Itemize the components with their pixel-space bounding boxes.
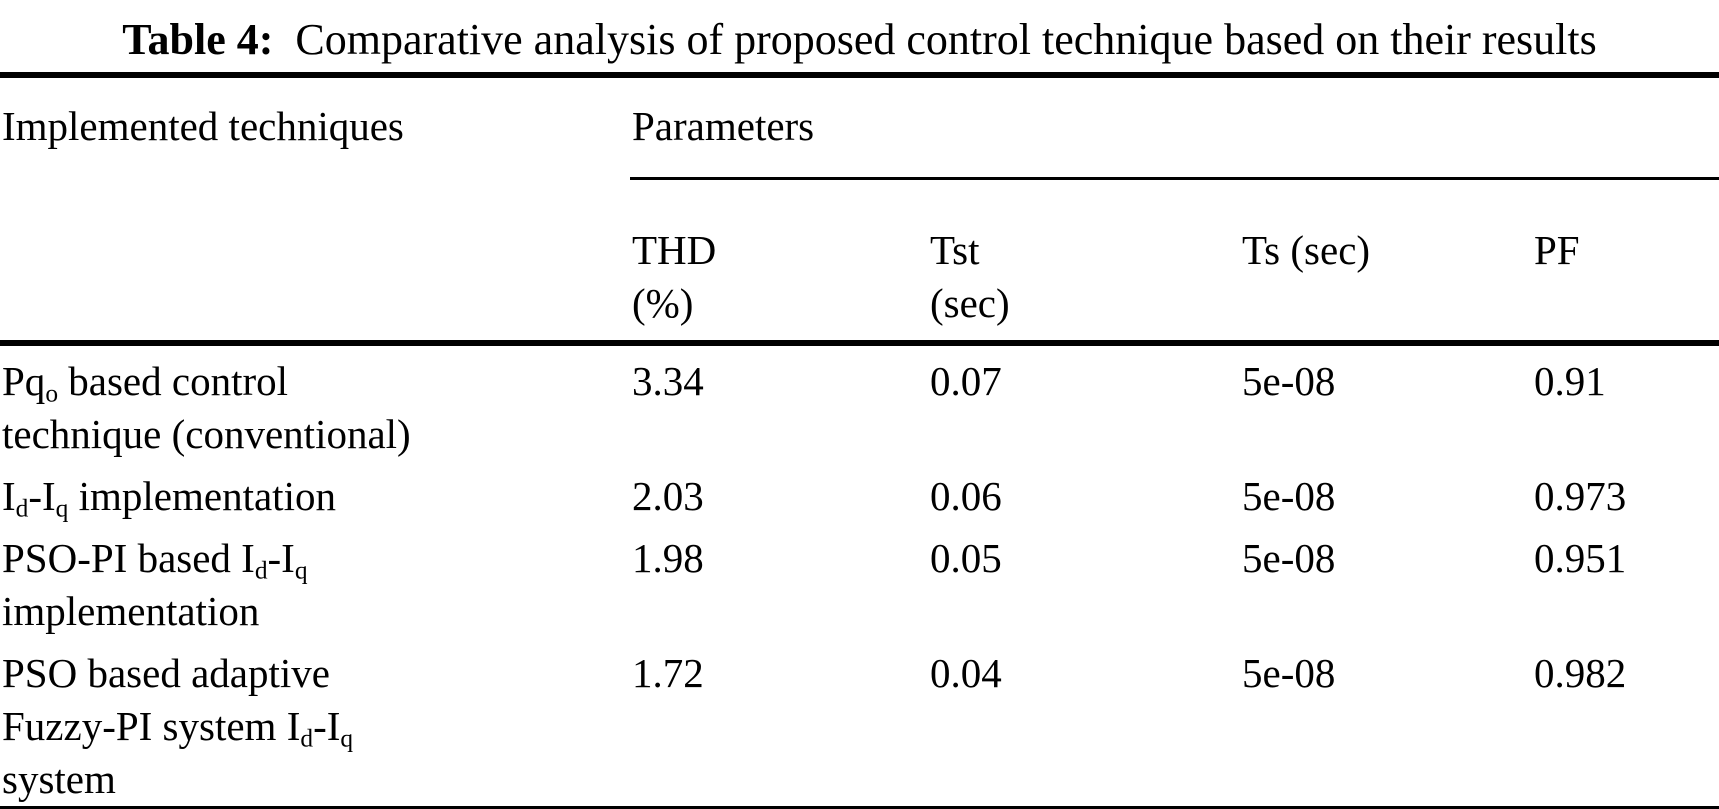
thd-value: 3.34 xyxy=(632,358,704,404)
tst-value: 0.04 xyxy=(930,650,1002,696)
group-header-row: Implemented techniques Parameters xyxy=(0,78,1719,180)
thd-value: 1.72 xyxy=(632,650,704,696)
ts-value: 5e-08 xyxy=(1242,650,1336,696)
table-row: PSO based adaptive Fuzzy-PI system Id-Iq s… xyxy=(0,638,1719,806)
tst-value: 0.07 xyxy=(930,358,1002,404)
technique-cell: Pqo based control technique (conventional… xyxy=(2,358,411,457)
group-header-parameters: Parameters xyxy=(630,78,1719,180)
table-row: Pqo based control technique (conventional… xyxy=(0,346,1719,461)
pf-value: 0.973 xyxy=(1534,473,1627,519)
technique-cell: PSO based adaptive Fuzzy-PI system Id-Iq s… xyxy=(2,650,354,802)
pf-value: 0.91 xyxy=(1534,358,1606,404)
column-header-pf: PF xyxy=(1534,227,1580,273)
column-header-ts: Ts (sec) xyxy=(1242,227,1371,273)
column-header-tst: Tst (sec) xyxy=(930,227,1010,326)
column-header-spacer xyxy=(0,180,630,340)
table-caption-label: Table 4: xyxy=(122,15,274,64)
thd-value: 2.03 xyxy=(632,473,704,519)
column-header-thd: THD (%) xyxy=(632,227,717,326)
table-row: Id-Iq implementation 2.03 0.06 5e-08 0.9… xyxy=(0,461,1719,523)
bottom-rule xyxy=(0,806,1719,809)
pf-value: 0.951 xyxy=(1534,535,1627,581)
tst-value: 0.06 xyxy=(930,473,1002,519)
column-header-row: THD (%) Tst (sec) Ts (sec) PF xyxy=(0,180,1719,340)
top-rule xyxy=(0,72,1719,78)
ts-value: 5e-08 xyxy=(1242,358,1336,404)
header-separator-rule xyxy=(0,340,1719,346)
ts-value: 5e-08 xyxy=(1242,473,1336,519)
technique-cell: Id-Iq implementation xyxy=(2,473,336,523)
table-caption-text: Comparative analysis of proposed control… xyxy=(295,15,1597,64)
pf-value: 0.982 xyxy=(1534,650,1627,696)
technique-cell: PSO-PI based Id-Iq implementation xyxy=(2,535,308,634)
thd-value: 1.98 xyxy=(632,535,704,581)
group-header-implemented-techniques: Implemented techniques xyxy=(2,103,404,149)
ts-value: 5e-08 xyxy=(1242,535,1336,581)
table-row: PSO-PI based Id-Iq implementation 1.98 0.… xyxy=(0,523,1719,638)
tst-value: 0.05 xyxy=(930,535,1002,581)
table-caption: Table 4: Comparative analysis of proposed… xyxy=(0,0,1719,68)
